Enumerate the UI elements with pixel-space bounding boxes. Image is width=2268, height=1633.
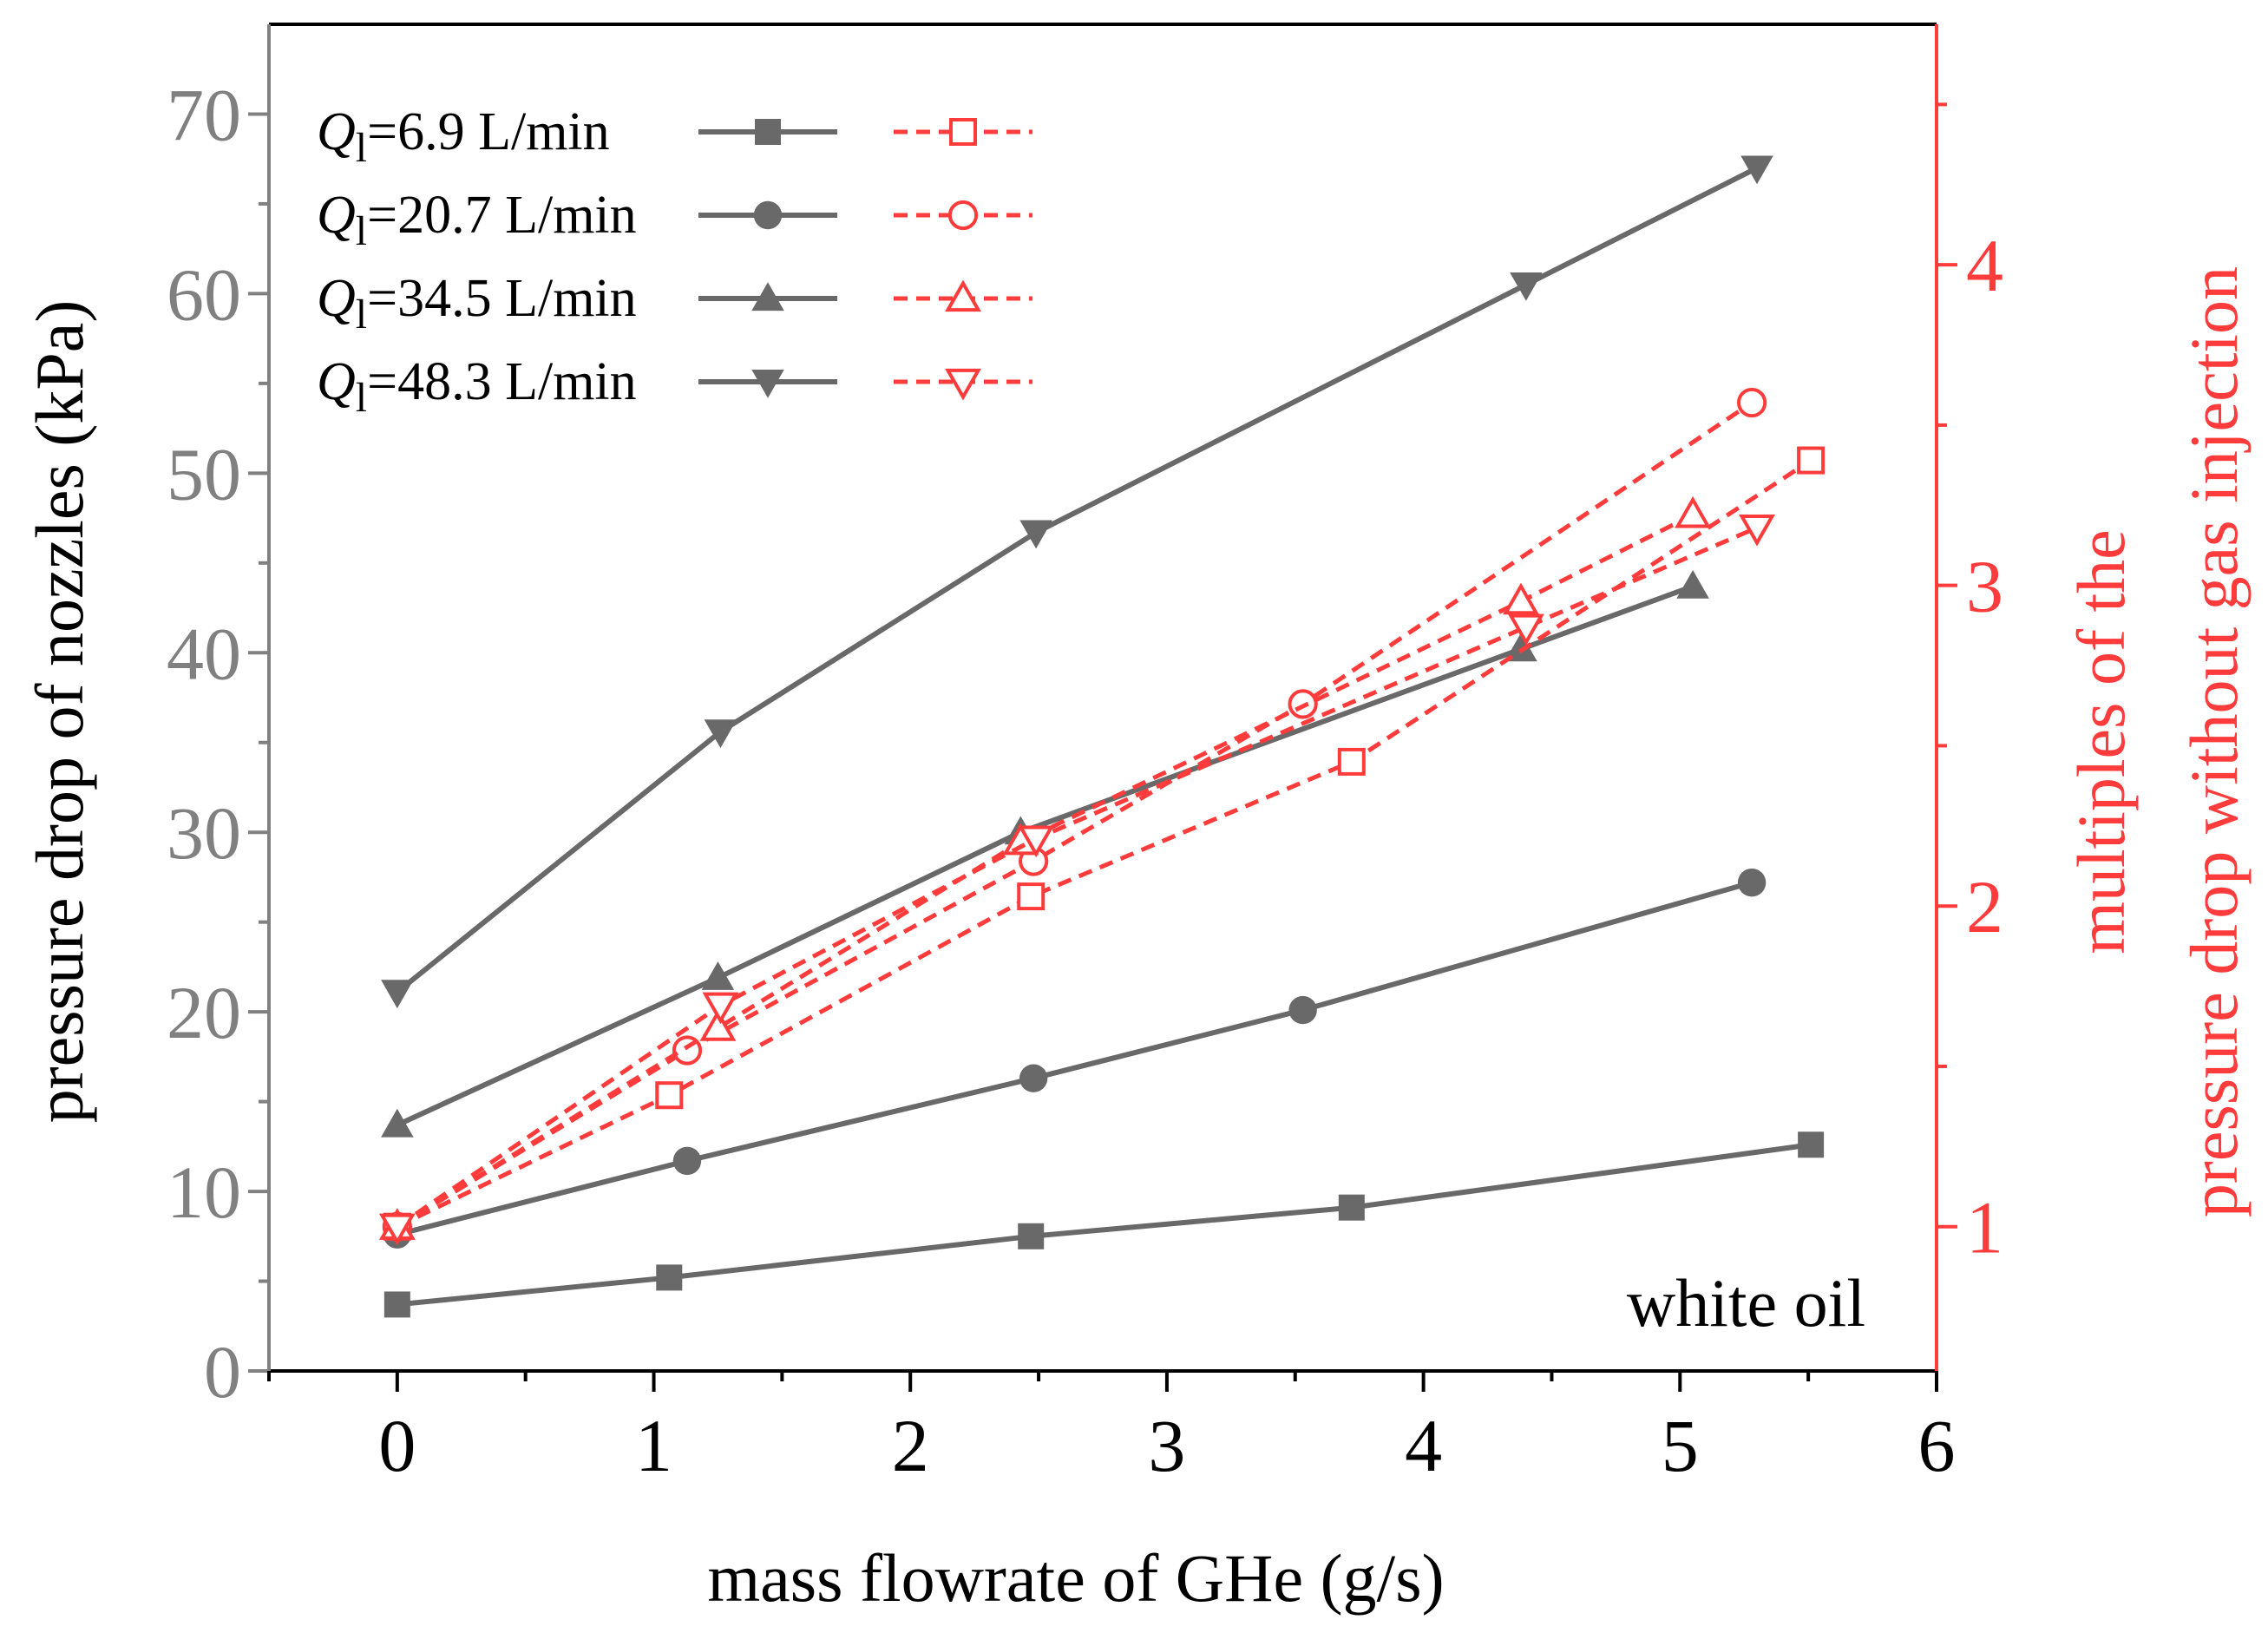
triangle-up-marker <box>751 282 784 312</box>
triangle-down-marker <box>751 369 784 398</box>
x-tick-label: 3 <box>1148 1404 1185 1487</box>
triangle-down-marker <box>704 719 737 749</box>
left-tick-label: 20 <box>167 971 241 1054</box>
legend: Ql=6.9 L/min Ql=20.7 L/min Ql=34.5 L/min Ql… <box>317 102 1032 421</box>
circle-marker <box>1019 1064 1048 1092</box>
legend-entry: Ql=48.3 L/min <box>317 352 1032 421</box>
x-tick-label: 0 <box>378 1404 416 1487</box>
square-marker <box>383 1291 410 1318</box>
x-tick-label: 5 <box>1662 1404 1699 1487</box>
legend-entry: Ql=6.9 L/min <box>317 102 1032 171</box>
square-marker <box>1337 747 1366 776</box>
square-marker <box>755 119 781 145</box>
triangle-down-marker <box>1507 613 1544 646</box>
left-tick-label: 70 <box>167 73 241 156</box>
circle-marker <box>947 200 979 231</box>
x-tick-label: 1 <box>635 1404 672 1487</box>
triangle-up-marker <box>701 961 735 990</box>
series-line <box>397 1142 1812 1308</box>
multiples-square-series <box>383 446 1826 1241</box>
left-tick-label: 10 <box>167 1151 241 1234</box>
left-tick-label: 40 <box>167 612 241 695</box>
left-tick-label: 0 <box>204 1330 241 1413</box>
right-tick-label: 2 <box>1966 865 2003 948</box>
right-y-axis-title-line1: multiples of the <box>2063 529 2139 954</box>
triangle-up-marker <box>381 1108 414 1138</box>
square-marker <box>656 1264 683 1291</box>
circle-marker <box>1288 995 1317 1025</box>
x-tick-label: 4 <box>1405 1404 1442 1487</box>
triangle-down-marker <box>1510 272 1543 301</box>
triangle-down-marker <box>1018 825 1055 858</box>
left-y-axis-title: pressure drop of nozzles (kPa) <box>22 300 97 1124</box>
triangle-up-marker <box>945 279 981 312</box>
square-marker <box>949 118 977 146</box>
triangle-up-marker <box>699 1009 737 1041</box>
pressure-drop-series <box>381 155 1825 1318</box>
legend-entry: Ql=20.7 L/min <box>317 186 1032 254</box>
square-marker <box>655 1081 684 1110</box>
left-y-axis: 0 10 20 30 40 50 60 70 <box>167 24 271 1413</box>
series-line <box>396 513 1694 1229</box>
right-y-axis-title-line2: pressure drop without gas injection <box>2176 266 2252 1217</box>
square-marker <box>1338 1194 1365 1221</box>
triangle-down-marker <box>378 1213 416 1246</box>
legend-label: Ql=6.9 L/min <box>317 102 610 171</box>
circle-marker <box>753 200 783 230</box>
square-marker <box>1017 882 1046 911</box>
right-tick-label: 4 <box>1966 224 2003 307</box>
pressure-drop-triangle-down-series <box>381 155 1773 1009</box>
triangle-up-marker <box>1675 495 1712 528</box>
pressure-drop-square-series <box>383 1131 1825 1318</box>
multiples-triangle-down-series <box>378 515 1775 1246</box>
x-axis: 0 1 2 3 4 5 6 <box>267 1371 1956 1487</box>
triangle-up-marker <box>1504 633 1537 662</box>
multiples-series <box>378 387 1826 1246</box>
legend-entry: Ql=34.5 L/min <box>317 269 1032 338</box>
series-line <box>396 458 1812 1229</box>
square-marker <box>1018 1223 1045 1249</box>
triangle-down-marker <box>702 992 739 1025</box>
circle-marker <box>1736 387 1767 418</box>
triangle-down-marker <box>381 980 414 1009</box>
triangle-up-marker <box>1676 569 1709 599</box>
triangle-up-marker <box>1503 582 1539 615</box>
x-tick-label: 2 <box>892 1404 929 1487</box>
series-line <box>396 525 1759 1229</box>
circle-marker <box>1737 868 1767 897</box>
legend-label: Ql=48.3 L/min <box>317 352 637 421</box>
x-tick-label: 6 <box>1918 1404 1956 1487</box>
square-marker <box>1797 446 1826 475</box>
legend-label: Ql=20.7 L/min <box>317 186 637 254</box>
left-tick-label: 30 <box>167 791 241 875</box>
right-y-axis: 1 2 3 4 <box>1935 24 2003 1371</box>
square-marker <box>1798 1131 1825 1158</box>
triangle-down-marker <box>1739 515 1775 547</box>
triangle-down-marker <box>1740 155 1773 185</box>
right-tick-label: 3 <box>1966 545 2003 628</box>
left-tick-label: 60 <box>167 252 241 336</box>
right-tick-label: 1 <box>1966 1186 2003 1269</box>
left-tick-label: 50 <box>167 432 241 515</box>
legend-label: Ql=34.5 L/min <box>317 269 637 338</box>
pressure-drop-circle-series <box>383 868 1767 1249</box>
plot-frame <box>269 23 1937 1373</box>
triangle-down-marker <box>1019 520 1052 549</box>
circle-marker <box>672 1146 702 1176</box>
fluid-annotation: white oil <box>1627 1265 1865 1341</box>
triangle-down-marker <box>945 368 981 401</box>
x-axis-title: mass flowrate of GHe (g/s) <box>707 1540 1444 1616</box>
